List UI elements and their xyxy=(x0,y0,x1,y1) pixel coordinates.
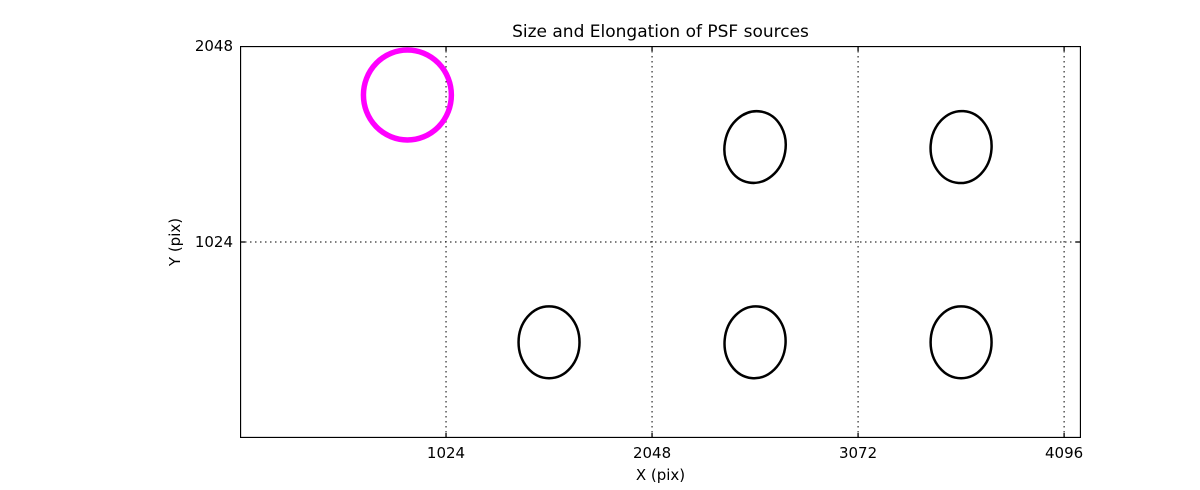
plot-title: Size and Elongation of PSF sources xyxy=(512,22,809,42)
psf-source xyxy=(723,305,787,380)
plot-canvas xyxy=(240,46,1081,438)
x-tick-label: 2048 xyxy=(632,444,672,462)
psf-source xyxy=(929,109,993,185)
plot-area xyxy=(240,46,1081,438)
highlighted-psf-source xyxy=(360,47,455,143)
y-tick-label: 2048 xyxy=(194,37,233,55)
x-tick-label: 1024 xyxy=(426,444,466,462)
psf-source xyxy=(517,305,581,380)
x-tick-label: 4096 xyxy=(1045,444,1084,462)
psf-source xyxy=(929,305,993,380)
axes-frame xyxy=(240,46,1081,438)
psf-source xyxy=(723,109,787,185)
x-tick-label: 3072 xyxy=(838,444,878,462)
y-axis-label: Y (pix) xyxy=(166,217,184,267)
y-tick-label: 1024 xyxy=(194,233,233,251)
x-axis-label: X (pix) xyxy=(635,466,686,484)
